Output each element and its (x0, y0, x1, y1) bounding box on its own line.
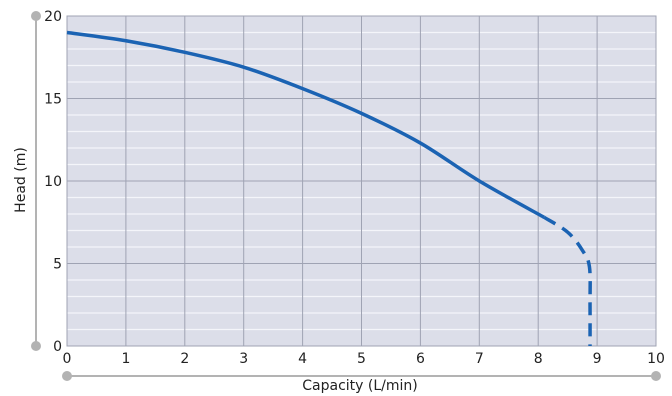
y-tick-label: 20 (44, 9, 62, 25)
x-tick-label: 8 (534, 351, 543, 367)
y-tick-label: 5 (53, 257, 62, 273)
x-axis-end-marker (62, 371, 72, 381)
y-axis-end-marker (31, 11, 41, 21)
x-tick-label: 7 (475, 351, 484, 367)
x-tick-label: 5 (357, 351, 366, 367)
y-axis-title: Head (m) (13, 147, 29, 213)
plot-frame (66, 15, 657, 347)
x-tick-label: 10 (647, 351, 665, 367)
tick-labels: 0 1 2 3 4 5 6 7 8 9 10 0 5 10 15 20 (44, 9, 665, 367)
x-axis-end-marker (651, 371, 661, 381)
x-tick-label: 1 (121, 351, 130, 367)
y-tick-label: 0 (53, 339, 62, 355)
x-tick-label: 9 (593, 351, 602, 367)
y-tick-label: 10 (44, 174, 62, 190)
major-grid (66, 15, 657, 347)
x-tick-label: 4 (298, 351, 307, 367)
curve-dashed-segment (543, 215, 592, 347)
curve-solid-segment (66, 30, 545, 219)
series-layer (66, 30, 592, 347)
x-tick-label: 6 (416, 351, 425, 367)
x-tick-label: 2 (180, 351, 189, 367)
x-axis-title: Capacity (L/min) (302, 378, 417, 394)
x-tick-label: 3 (239, 351, 248, 367)
y-tick-label: 15 (44, 92, 62, 108)
axis-layer (31, 11, 661, 381)
x-tick-label: 0 (63, 351, 72, 367)
y-axis-end-marker (31, 341, 41, 351)
